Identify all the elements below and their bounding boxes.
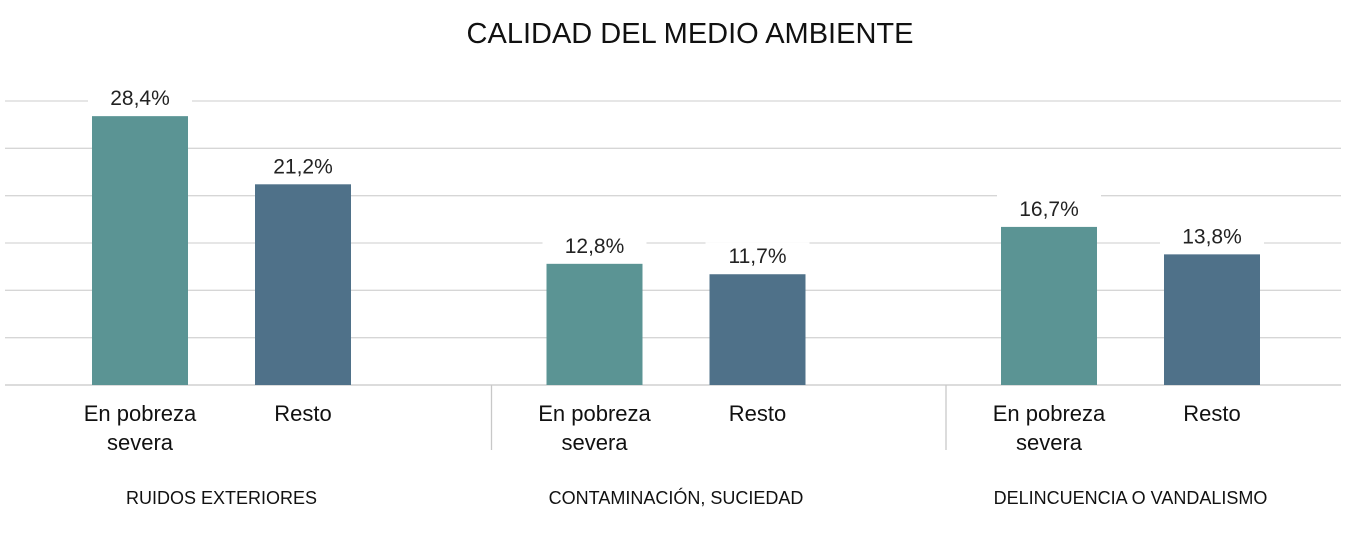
- data-label: 12,8%: [565, 235, 625, 258]
- bar: [92, 116, 188, 385]
- category-label: severa: [1016, 430, 1083, 455]
- chart-title: CALIDAD DEL MEDIO AMBIENTE: [467, 18, 914, 50]
- data-label-bg: [251, 152, 355, 179]
- bar: [1164, 254, 1260, 385]
- group-label: CONTAMINACIÓN, SUCIEDAD: [549, 487, 804, 508]
- category-label: Resto: [1183, 401, 1240, 426]
- data-label: 28,4%: [110, 87, 170, 110]
- data-label-bg: [997, 194, 1101, 221]
- data-label: 21,2%: [273, 155, 333, 178]
- data-label: 13,8%: [1182, 225, 1242, 248]
- bar: [255, 184, 351, 385]
- category-label: severa: [561, 430, 628, 455]
- category-label: En pobreza: [84, 401, 197, 426]
- data-label-bg: [1160, 222, 1264, 249]
- data-label-bg: [705, 242, 810, 269]
- group-label: DELINCUENCIA O VANDALISMO: [994, 488, 1268, 508]
- category-label: En pobreza: [993, 401, 1106, 426]
- data-label-bg: [542, 231, 647, 258]
- category-label: Resto: [729, 401, 786, 426]
- category-label: Resto: [274, 401, 331, 426]
- data-label: 11,7%: [729, 245, 787, 268]
- group-label: RUIDOS EXTERIORES: [126, 488, 317, 508]
- category-label: En pobreza: [538, 401, 651, 426]
- bar: [546, 263, 643, 385]
- data-label-bg: [88, 84, 192, 111]
- bar: [1001, 226, 1097, 385]
- category-label: severa: [107, 430, 174, 455]
- data-label: 16,7%: [1019, 198, 1079, 221]
- bar: [709, 274, 806, 385]
